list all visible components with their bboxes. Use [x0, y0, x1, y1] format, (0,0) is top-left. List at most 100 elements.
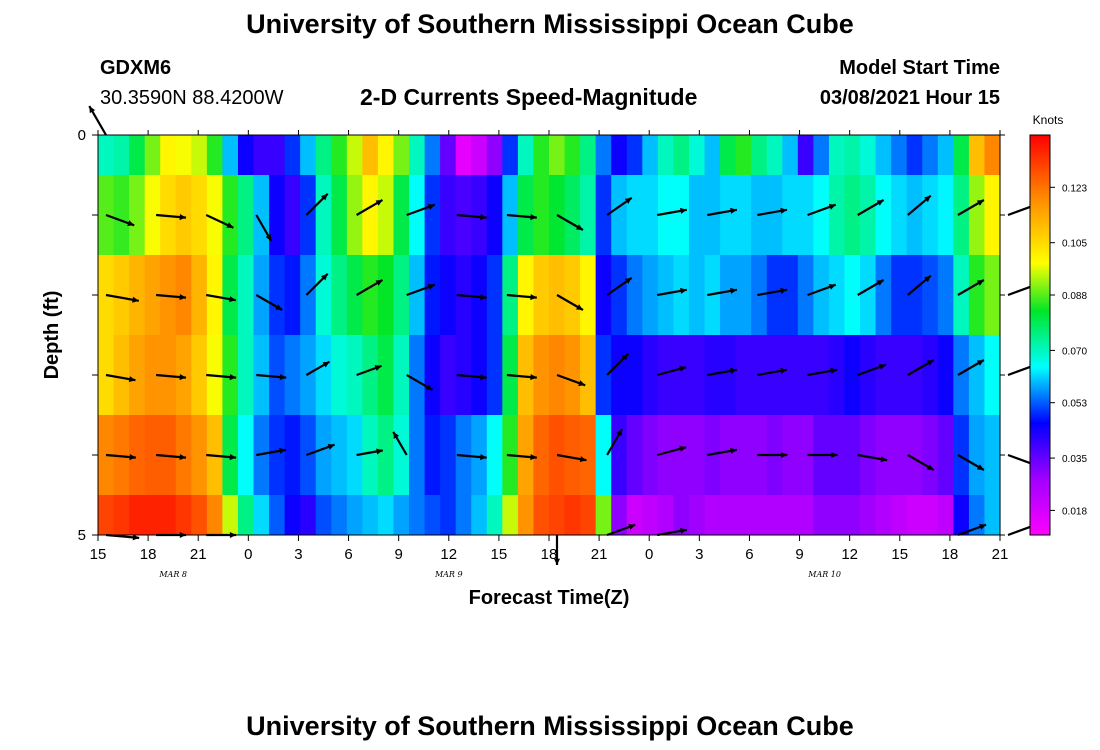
- heatmap-cell: [673, 335, 690, 415]
- heatmap-cell: [237, 255, 255, 335]
- heatmap-cell: [144, 495, 161, 535]
- current-vector: [606, 276, 633, 296]
- heatmap-cell: [688, 335, 706, 415]
- heatmap-cell: [409, 175, 426, 255]
- x-axis-label: Forecast Time(Z): [469, 587, 630, 609]
- heatmap-cell: [673, 175, 690, 255]
- colorbar-label: Knots: [1033, 113, 1064, 127]
- heatmap-cell: [284, 175, 301, 255]
- heatmap-cell: [175, 135, 192, 175]
- heatmap-cell: [377, 135, 395, 175]
- current-vector: [657, 207, 687, 217]
- heatmap-cell: [720, 335, 737, 415]
- x-tick-label: 6: [344, 546, 352, 563]
- heatmap-cell: [409, 415, 426, 495]
- heatmap-cell: [860, 495, 877, 535]
- current-vector: [506, 213, 537, 221]
- heatmap-cell: [440, 335, 457, 415]
- heatmap-cell: [237, 335, 255, 415]
- heatmap-cell: [549, 495, 566, 535]
- heatmap-cell: [144, 335, 161, 415]
- x-tick-label: 21: [190, 546, 207, 563]
- heatmap-cell: [580, 175, 597, 255]
- heatmap-cell: [362, 415, 379, 495]
- heatmap-cell: [269, 175, 286, 255]
- heatmap-cell: [564, 415, 581, 495]
- current-vector: [757, 452, 788, 458]
- heatmap-cell: [424, 415, 441, 495]
- heatmap-cell: [906, 255, 923, 335]
- heatmap-cell: [595, 255, 612, 335]
- current-vector: [807, 283, 837, 297]
- heatmap-cell: [626, 175, 643, 255]
- x-tick-label: 6: [745, 546, 753, 563]
- current-vector: [657, 527, 687, 537]
- heatmap-cell: [377, 335, 395, 415]
- heatmap-cell: [657, 255, 675, 335]
- heatmap-cell: [813, 255, 830, 335]
- heatmap-cell: [953, 335, 970, 415]
- heatmap-cell: [828, 135, 846, 175]
- x-tick-label: 18: [942, 546, 959, 563]
- heatmap-cell: [362, 255, 379, 335]
- heatmap-cell: [315, 175, 332, 255]
- heatmap-cell: [269, 335, 286, 415]
- current-vector: [554, 535, 560, 565]
- heatmap-cell: [424, 255, 441, 335]
- heatmap-cell: [393, 175, 410, 255]
- heatmap-cell: [922, 255, 939, 335]
- heatmap-cell: [984, 255, 1001, 335]
- heatmap-cell: [813, 135, 830, 175]
- heatmap-cell: [673, 255, 690, 335]
- current-vector: [506, 293, 537, 301]
- heatmap-cell: [191, 335, 208, 415]
- heatmap-cell: [828, 335, 846, 415]
- heatmap-cell: [782, 175, 799, 255]
- current-vector: [156, 453, 187, 461]
- heatmap-cell: [875, 255, 892, 335]
- heatmap-cell: [129, 175, 146, 255]
- heatmap-cell: [937, 175, 954, 255]
- heatmap-cell: [129, 135, 146, 175]
- heatmap-cell: [906, 415, 923, 495]
- heatmap-cell: [797, 415, 814, 495]
- heatmap-cell: [393, 135, 410, 175]
- current-vector: [707, 207, 738, 217]
- current-vector: [305, 360, 331, 376]
- heatmap-cell: [937, 415, 954, 495]
- current-vector: [356, 199, 384, 216]
- heatmap-cell: [409, 495, 426, 535]
- current-vector: [657, 287, 687, 297]
- heatmap-cell: [144, 135, 161, 175]
- heatmap-cell: [517, 415, 535, 495]
- current-vector: [957, 279, 985, 296]
- heatmap-cell: [782, 335, 799, 415]
- heatmap-cell: [315, 415, 332, 495]
- heatmap-cell: [424, 135, 441, 175]
- heatmap-cell: [642, 135, 659, 175]
- heatmap-cell: [409, 335, 426, 415]
- y-axis-label: Depth (ft): [41, 291, 63, 380]
- heatmap-cell: [797, 495, 814, 535]
- colorbar-tick-label: 0.123: [1062, 183, 1087, 194]
- heatmap-cell: [486, 175, 503, 255]
- heatmap-cell: [331, 175, 348, 255]
- current-vector: [406, 374, 434, 391]
- heatmap-cell: [891, 175, 908, 255]
- heatmap-cell: [844, 255, 861, 335]
- current-vector: [957, 199, 985, 216]
- footer-title: University of Southern Mississippi Ocean…: [246, 711, 854, 741]
- heatmap-cell: [968, 135, 986, 175]
- heatmap-cell: [98, 135, 115, 175]
- x-tick-label: 9: [394, 546, 402, 563]
- x-tick-label: 12: [440, 546, 457, 563]
- heatmap-cell: [611, 255, 628, 335]
- heatmap-cell: [844, 175, 861, 255]
- current-vector: [707, 447, 738, 457]
- heatmap-cell: [331, 495, 348, 535]
- heatmap-cell: [766, 255, 783, 335]
- heatmap-cell: [253, 255, 270, 335]
- heatmap-cell: [206, 175, 224, 255]
- heatmap-cell: [735, 255, 752, 335]
- heatmap-cell: [595, 135, 612, 175]
